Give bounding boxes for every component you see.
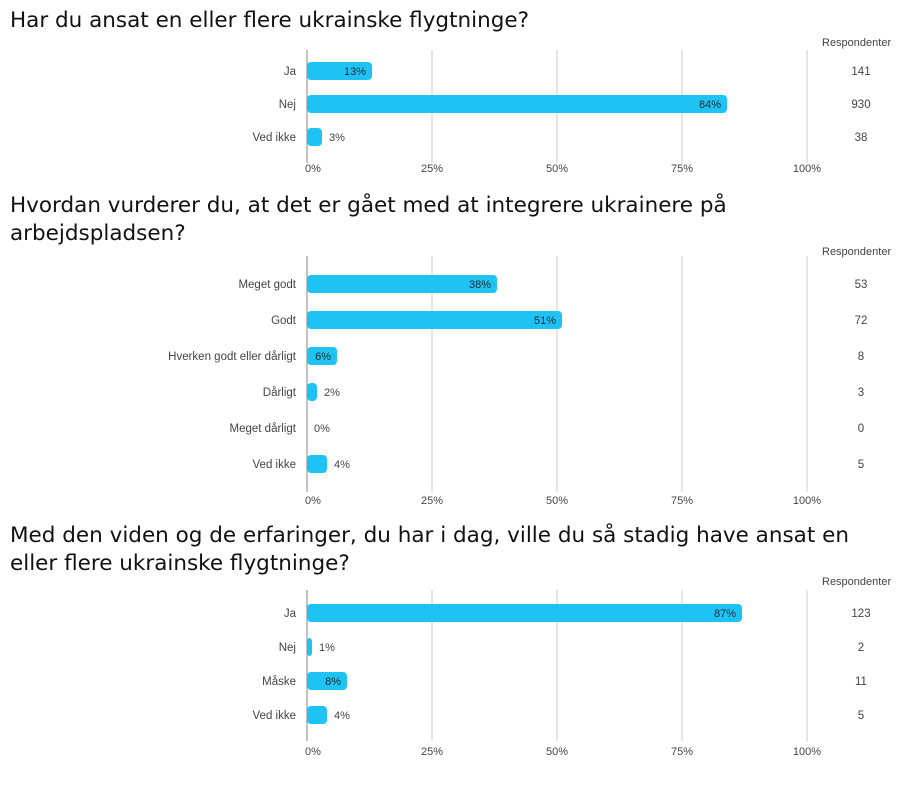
respondent-count: 8	[858, 351, 864, 363]
chart-2-title: Hvordan vurderer du, at det er gået med …	[10, 193, 727, 246]
value-label: 4%	[334, 710, 350, 722]
category-label: Ja	[284, 66, 297, 78]
value-label: 87%	[714, 608, 736, 620]
respondent-count: 38	[855, 132, 868, 144]
bar	[307, 455, 327, 473]
respondent-count: 930	[851, 99, 870, 111]
value-label: 8%	[325, 676, 341, 688]
chart-3-respondents-header: Respondenter	[822, 576, 892, 588]
respondent-count: 0	[858, 423, 864, 435]
x-tick-label: 25%	[421, 163, 443, 175]
bar	[307, 62, 372, 80]
x-tick-label: 0%	[305, 746, 321, 758]
category-label: Godt	[271, 315, 297, 327]
value-label: 3%	[329, 132, 345, 144]
bar	[307, 383, 317, 401]
category-label: Ved ikke	[253, 710, 296, 722]
x-tick-label: 25%	[421, 495, 443, 507]
bar	[307, 311, 562, 329]
bar	[307, 275, 497, 293]
value-label: 0%	[314, 423, 330, 435]
respondent-count: 2	[858, 642, 864, 654]
value-label: 51%	[534, 315, 556, 327]
value-label: 84%	[699, 99, 721, 111]
value-label: 2%	[324, 387, 340, 399]
chart-1-plot: 0% 25% 50% 75% 100% Ja 13% 141 Nej 84% 930 Ved ikke…	[253, 50, 871, 175]
category-label: Meget dårligt	[230, 423, 297, 435]
x-tick-label: 75%	[671, 495, 693, 507]
x-tick-label: 50%	[546, 163, 568, 175]
chart-2-respondents-header: Respondenter	[822, 246, 892, 258]
chart-3-title: Med den viden og de erfaringer, du har i…	[10, 523, 849, 576]
chart-3-plot: 0% 25% 50% 75% 100% Ja 87% 123 Nej 1% 2 Måske 8% 11 Ve…	[253, 590, 871, 758]
x-tick-label: 0%	[305, 495, 321, 507]
category-label: Meget godt	[238, 279, 296, 291]
x-tick-label: 75%	[671, 163, 693, 175]
category-label: Nej	[279, 99, 296, 111]
x-tick-label: 100%	[793, 746, 821, 758]
bar	[307, 706, 327, 724]
x-tick-label: 100%	[793, 163, 821, 175]
bar	[307, 638, 312, 656]
bar	[307, 604, 742, 622]
category-label: Ja	[284, 608, 297, 620]
category-label: Måske	[262, 676, 296, 688]
x-tick-label: 50%	[546, 495, 568, 507]
respondent-count: 53	[855, 279, 868, 291]
value-label: 38%	[469, 279, 491, 291]
x-tick-label: 50%	[546, 746, 568, 758]
chart-1-respondents-header: Respondenter	[822, 37, 892, 49]
respondent-count: 141	[851, 66, 870, 78]
value-label: 4%	[334, 459, 350, 471]
chart-1-title: Har du ansat en eller flere ukrainske fl…	[10, 8, 530, 33]
bar	[307, 347, 337, 365]
x-tick-label: 75%	[671, 746, 693, 758]
category-label: Hverken godt eller dårligt	[168, 351, 297, 363]
bar	[307, 95, 727, 113]
respondent-count: 123	[851, 608, 870, 620]
respondent-count: 3	[858, 387, 864, 399]
respondent-count: 11	[855, 676, 867, 688]
respondent-count: 5	[858, 459, 864, 471]
x-tick-label: 0%	[305, 163, 321, 175]
value-label: 1%	[319, 642, 335, 654]
bar	[307, 672, 347, 690]
value-label: 13%	[344, 66, 366, 78]
respondent-count: 72	[855, 315, 868, 327]
category-label: Ved ikke	[253, 132, 296, 144]
category-label: Dårligt	[263, 387, 297, 399]
respondent-count: 5	[858, 710, 864, 722]
category-label: Nej	[279, 642, 296, 654]
value-label: 6%	[315, 351, 331, 363]
x-tick-label: 25%	[421, 746, 443, 758]
category-label: Ved ikke	[253, 459, 296, 471]
x-tick-label: 100%	[793, 495, 821, 507]
bar	[307, 128, 322, 146]
